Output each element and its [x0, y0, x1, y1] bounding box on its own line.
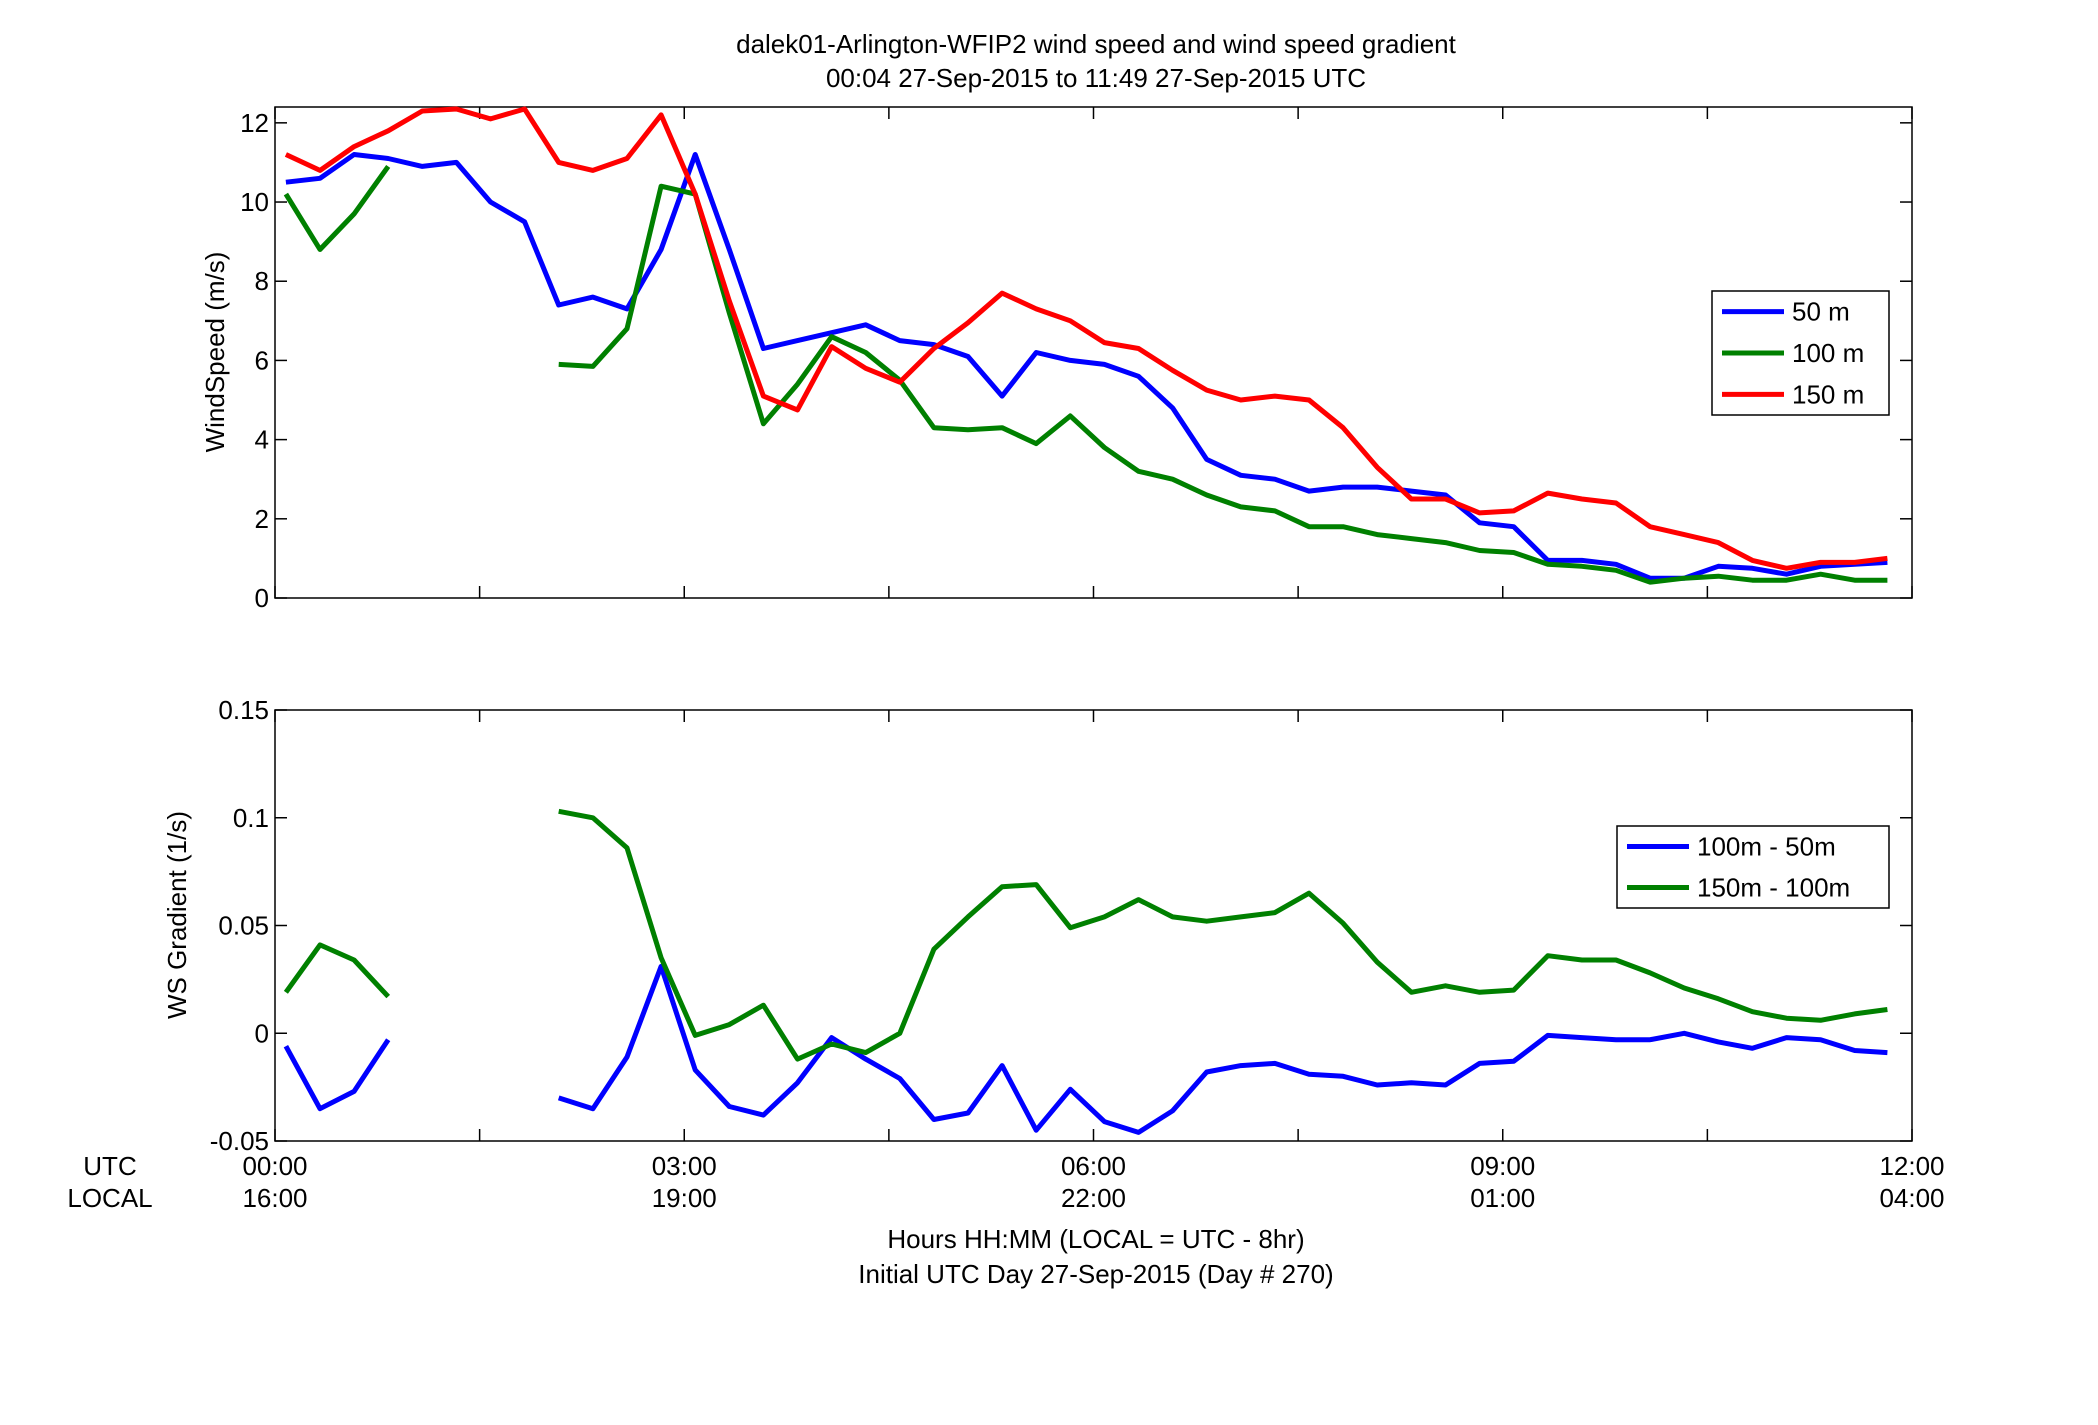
chart-title: dalek01-Arlington-WFIP2 wind speed and w…	[736, 29, 1457, 59]
x-tick-label-utc: 09:00	[1470, 1151, 1535, 1181]
legend-label: 100m - 50m	[1697, 832, 1836, 862]
chart-subtitle: 00:04 27-Sep-2015 to 11:49 27-Sep-2015 U…	[826, 63, 1366, 93]
legend-label: 150 m	[1792, 379, 1864, 409]
y-tick-label: -0.05	[210, 1126, 269, 1156]
x-axis-label-day: Initial UTC Day 27-Sep-2015 (Day # 270)	[858, 1259, 1333, 1289]
bottom-y-axis-label: WS Gradient (1/s)	[162, 811, 192, 1019]
legend-label: 50 m	[1792, 297, 1850, 327]
y-tick-label: 12	[240, 108, 269, 138]
series-line-150m-100m	[283, 808, 1888, 1062]
local-row-label: LOCAL	[67, 1183, 152, 1213]
x-tick-label-local: 19:00	[652, 1183, 717, 1213]
y-tick-label: 0	[255, 1018, 269, 1048]
y-tick-label: 0.05	[218, 911, 269, 941]
legend-label: 150m - 100m	[1697, 873, 1850, 903]
x-tick-label-local: 01:00	[1470, 1183, 1535, 1213]
utc-row-label: UTC	[83, 1151, 136, 1181]
windspeed-axes: 0 2 4 6 8 10 12 50 m 100 m 150 m	[240, 106, 1913, 613]
y-tick-label: 0	[255, 583, 269, 613]
x-tick-label-local: 22:00	[1061, 1183, 1126, 1213]
x-tick-label-utc: 03:00	[652, 1151, 717, 1181]
legend-label: 100 m	[1792, 338, 1864, 368]
series-line-100m-50m	[283, 963, 1888, 1135]
x-axis-label: Hours HH:MM (LOCAL = UTC - 8hr)	[887, 1224, 1304, 1254]
legend: 50 m 100 m 150 m	[1711, 290, 1890, 416]
legend: 100m - 50m 150m - 100m	[1616, 825, 1890, 909]
y-tick-label: 2	[255, 504, 269, 534]
y-tick-label: 8	[255, 266, 269, 296]
series-line-50-m	[285, 152, 1888, 581]
y-tick-label: 0.1	[233, 803, 269, 833]
y-tick-label: 0.15	[218, 695, 269, 725]
series-line-150-m	[284, 106, 1888, 571]
x-tick-label-utc: 12:00	[1879, 1151, 1944, 1181]
x-tick-label-local: 04:00	[1879, 1183, 1944, 1213]
top-y-axis-label: WindSpeed (m/s)	[200, 252, 230, 453]
legend-box	[1616, 825, 1890, 909]
y-tick-label: 6	[255, 345, 269, 375]
x-tick-label-utc: 00:00	[242, 1151, 307, 1181]
y-tick-label: 4	[255, 425, 269, 455]
x-tick-label-utc: 06:00	[1061, 1151, 1126, 1181]
x-tick-label-local: 16:00	[242, 1183, 307, 1213]
y-tick-label: 10	[240, 187, 269, 217]
